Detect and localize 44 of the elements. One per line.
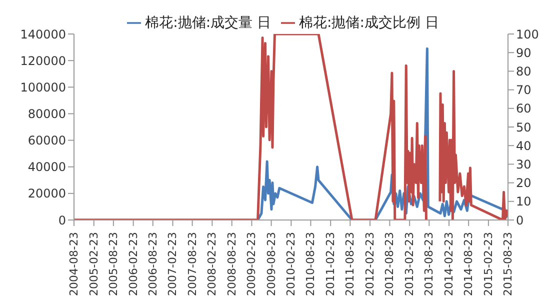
y2-tick-label: 10 bbox=[516, 194, 532, 209]
y2-tick-label: 60 bbox=[516, 102, 532, 116]
y2-tick-label: 100 bbox=[516, 27, 539, 42]
y-tick-label: 0 bbox=[58, 213, 66, 228]
x-tick-label: 2010-08-23 bbox=[304, 232, 318, 296]
y-tick-label: 120000 bbox=[20, 54, 66, 68]
x-tick-label: 2010-02-23 bbox=[284, 232, 298, 296]
x-tick-label: 2014-08-23 bbox=[462, 232, 476, 296]
y-tick-label: 20000 bbox=[28, 186, 66, 201]
x-tick-label: 2007-08-23 bbox=[186, 232, 199, 296]
x-tick-label: 2009-02-23 bbox=[245, 232, 258, 296]
x-tick-label: 2012-02-23 bbox=[364, 232, 377, 296]
y2-tick-label: 30 bbox=[516, 157, 532, 172]
y-tick-label: 140000 bbox=[20, 27, 66, 42]
legend-label: 棉花:抛储:成交比例 日 bbox=[299, 15, 439, 31]
y2-tick-label: 40 bbox=[516, 138, 532, 153]
x-tick-label: 2008-08-23 bbox=[225, 232, 238, 296]
x-tick-label: 2008-02-23 bbox=[206, 232, 219, 296]
x-tick-label: 2015-02-23 bbox=[482, 232, 495, 296]
legend-label: 棉花:抛储:成交量 日 bbox=[145, 15, 271, 31]
y2-tick-label: 20 bbox=[516, 176, 532, 190]
x-tick-label: 2012-08-23 bbox=[383, 232, 396, 296]
x-tick-label: 2004-08-23 bbox=[68, 232, 80, 296]
x-tick-label: 2007-02-23 bbox=[166, 232, 180, 296]
x-tick-label: 2015-08-23 bbox=[502, 232, 514, 296]
x-tick-label: 2005-08-23 bbox=[106, 232, 120, 296]
y2-tick-label: 50 bbox=[516, 120, 532, 134]
x-tick-label: 2005-02-23 bbox=[87, 232, 100, 296]
y-tick-label: 60000 bbox=[28, 134, 66, 148]
x-tick-label: 2013-08-23 bbox=[422, 232, 436, 296]
x-tick-label: 2006-08-23 bbox=[146, 232, 160, 296]
y-tick-label: 80000 bbox=[28, 106, 66, 121]
y2-tick-label: 0 bbox=[516, 213, 524, 228]
x-tick-label: 2014-02-23 bbox=[442, 232, 456, 296]
x-tick-label: 2009-08-23 bbox=[264, 232, 278, 296]
y-tick-label: 40000 bbox=[28, 160, 66, 174]
y2-tick-label: 80 bbox=[516, 64, 532, 78]
x-tick-label: 2006-02-23 bbox=[126, 232, 140, 296]
y2-tick-label: 90 bbox=[516, 46, 532, 60]
x-tick-label: 2013-02-23 bbox=[403, 232, 416, 296]
y-tick-label: 100000 bbox=[20, 80, 66, 94]
x-tick-label: 2011-02-23 bbox=[324, 232, 338, 296]
x-tick-label: 2011-08-23 bbox=[344, 232, 357, 296]
y2-tick-label: 70 bbox=[516, 83, 532, 98]
